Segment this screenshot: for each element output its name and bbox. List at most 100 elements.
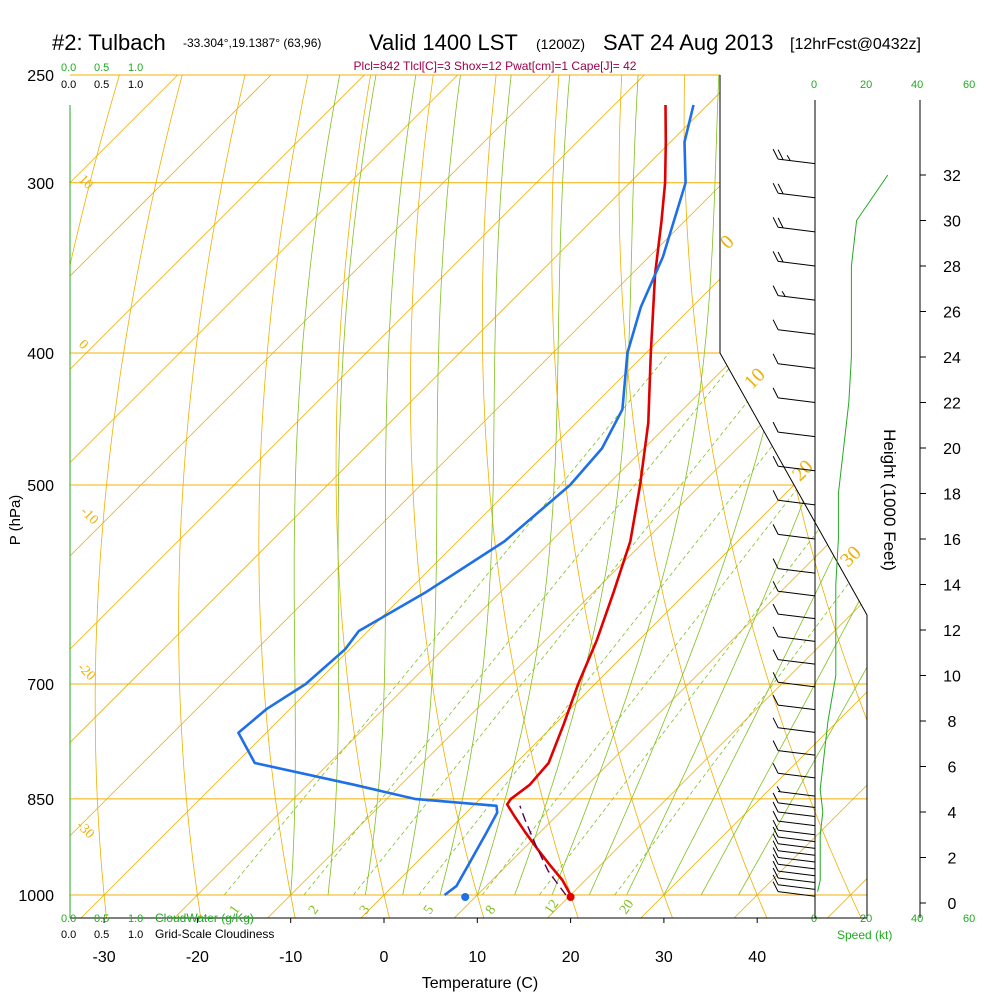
station-coords: -33.304°,19.1387° (63,96) — [183, 36, 321, 50]
wind-barb-flag — [772, 717, 779, 729]
wind-barb-flag — [772, 421, 779, 433]
height-tick-label: 30 — [943, 214, 961, 231]
wind-barb-flag — [777, 149, 784, 160]
svg-text:1.0: 1.0 — [128, 62, 143, 74]
wind-barb — [772, 819, 816, 836]
wind-barb-flag — [772, 672, 779, 683]
height-tick-label: 24 — [943, 350, 961, 367]
isotherm-line — [354, 75, 867, 918]
isotherm-line — [541, 75, 867, 918]
height-tick-label: 12 — [943, 623, 961, 640]
wind-barb — [772, 319, 816, 335]
mixing-ratio-label: 20 — [617, 897, 637, 917]
wind-barb-flag — [777, 251, 784, 263]
wind-barb-flag — [772, 148, 779, 160]
wind-barb-flag — [772, 881, 779, 892]
wind-barb-staff — [778, 836, 816, 843]
height-axis-label: Height (1000 Feet) — [880, 429, 899, 571]
wind-barb — [772, 251, 816, 267]
dry-adiabat-line — [258, 75, 314, 918]
mixing-ratio-line — [481, 352, 867, 896]
cloud-scale-top-black: 0.0 0.5 1.0 — [61, 79, 143, 91]
wind-barb — [772, 626, 816, 642]
mixing-ratio-line — [353, 352, 787, 896]
svg-text:0.0: 0.0 — [61, 929, 76, 941]
parcel-path-line — [519, 805, 567, 896]
svg-text:0.5: 0.5 — [94, 62, 109, 74]
wind-barb-staff — [778, 857, 816, 863]
wind-speed-profile — [817, 174, 889, 892]
height-tick-label: 16 — [943, 532, 961, 549]
wind-barb-flag — [772, 387, 779, 399]
wind-barb-staff — [778, 772, 816, 779]
pressure-axis-ticks: 250 300 400 500 700 850 1000 — [18, 68, 54, 905]
mixing-ratio-line — [614, 352, 867, 896]
moist-adiabat-line — [700, 75, 867, 896]
wind-barb-flag — [772, 524, 779, 535]
wind-barb-staff — [778, 568, 816, 574]
wind-barb-staff — [778, 884, 816, 890]
wind-barb — [772, 854, 816, 870]
wind-barb-staff — [778, 802, 816, 808]
mixing-ratio-label: 2 — [306, 903, 322, 917]
wind-barb-flag — [772, 826, 779, 838]
svg-text:40: 40 — [911, 913, 923, 925]
wind-barb-staff — [778, 590, 816, 597]
wind-barb-flag — [772, 763, 779, 774]
dry-adiabat-line — [746, 75, 867, 918]
cloudiness-scale: 0.0 0.5 1.0 Grid-Scale Cloudiness — [61, 927, 274, 941]
temperature-tick-label: 30 — [655, 949, 673, 966]
svg-text:0.0: 0.0 — [61, 79, 76, 91]
svg-text:0.5: 0.5 — [94, 929, 109, 941]
cloud-scale-top-green: 0.0 0.5 1.0 — [61, 62, 143, 74]
wind-barb — [772, 217, 816, 233]
isotherm-line — [448, 75, 867, 918]
height-tick-label: 2 — [948, 851, 957, 868]
temperature-profile-line — [505, 104, 668, 896]
height-tick-label: 0 — [948, 896, 957, 913]
mixing-ratio-label: 12 — [542, 897, 562, 917]
wind-barb-staff — [778, 750, 816, 756]
isotherm-line — [168, 75, 867, 918]
temperature-axis-label: Temperature (C) — [422, 975, 538, 992]
pressure-tick-label: 250 — [27, 68, 54, 85]
height-tick-label: 4 — [948, 805, 957, 822]
wind-barb — [772, 792, 816, 808]
wind-barb-staff — [778, 681, 816, 688]
wind-barb-staff — [778, 363, 816, 369]
dry-adiabat-line — [481, 75, 581, 918]
wind-barb — [772, 182, 816, 199]
isotherm-line — [70, 75, 482, 918]
height-tick-label: 28 — [943, 259, 961, 276]
wind-barb-flag — [772, 854, 779, 865]
mixing-ratio-line — [223, 352, 670, 896]
isotherm-line — [261, 75, 867, 918]
wind-barb-staff — [778, 850, 816, 856]
wind-barb — [772, 421, 816, 438]
wind-barb-staff — [778, 465, 816, 472]
wind-barb — [772, 717, 816, 733]
wind-barb — [772, 603, 816, 620]
dry-adiabat-line — [70, 75, 127, 918]
svg-text:20: 20 — [860, 79, 872, 91]
isotherm-line — [70, 75, 576, 918]
moist-adiabat-line — [738, 75, 867, 896]
height-tick-label: 6 — [948, 760, 957, 777]
moist-adiabat-line — [514, 75, 639, 896]
wind-barb-staff — [778, 533, 816, 540]
wind-barb-staff — [778, 820, 816, 827]
svg-text:0.0: 0.0 — [61, 913, 76, 925]
temperature-axis-ticks: -30 -20 -10 0 10 20 30 40 — [93, 918, 766, 966]
wind-barb — [772, 763, 816, 779]
height-tick-label: 10 — [943, 669, 961, 686]
wind-barb-staff — [778, 636, 816, 642]
surface-dewpoint-marker — [461, 893, 470, 901]
temperature-tick-label: 20 — [562, 949, 580, 966]
wind-barb-staff — [778, 791, 816, 797]
wind-barb — [772, 581, 816, 597]
wind-barb — [772, 801, 816, 817]
wind-barb-flag — [772, 649, 779, 660]
moist-adiabat-line — [626, 75, 867, 896]
